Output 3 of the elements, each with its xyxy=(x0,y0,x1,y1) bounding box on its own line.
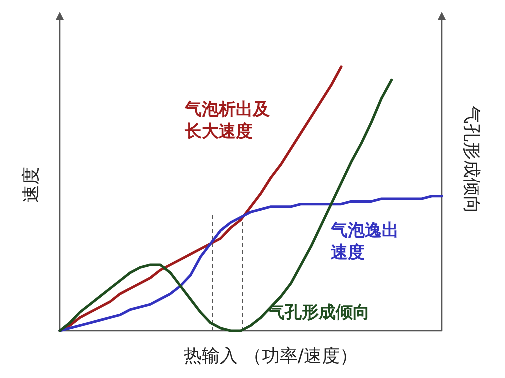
y-axis-title: 速度 xyxy=(21,167,42,203)
y2-axis-title: 气孔形成倾向 xyxy=(461,106,482,214)
x-axis-title: 热输入 （功率/速度） xyxy=(184,346,358,367)
